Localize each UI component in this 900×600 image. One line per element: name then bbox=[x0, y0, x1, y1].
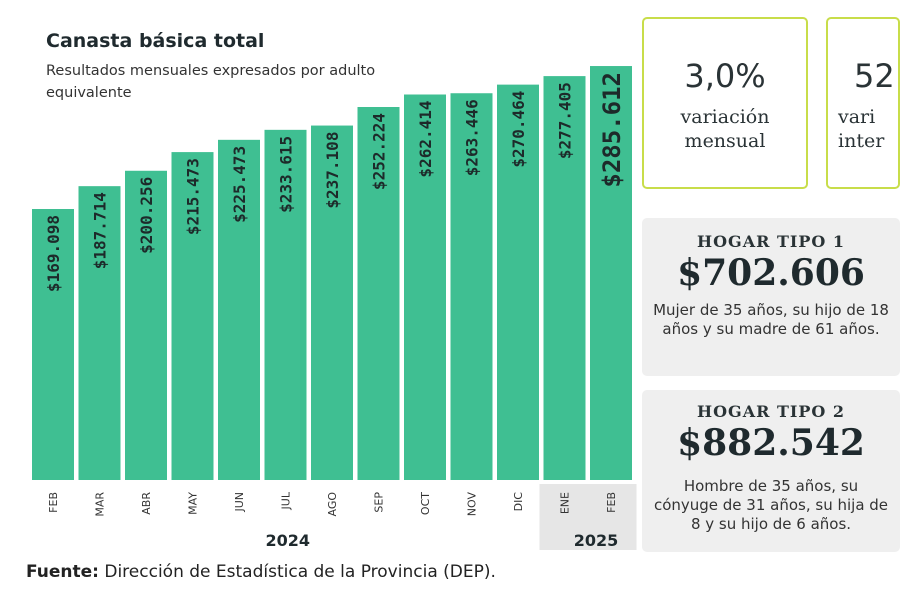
data-label: $285.612 bbox=[598, 72, 626, 188]
kpi-label-line: vari bbox=[838, 106, 876, 128]
year-label: 2024 bbox=[265, 531, 310, 550]
x-tick-label: SEP bbox=[373, 492, 386, 513]
bar-10 bbox=[497, 84, 539, 481]
source-text: Dirección de Estadística de la Provincia… bbox=[98, 562, 496, 582]
chart-title: Canasta básica total bbox=[46, 30, 265, 52]
data-label: $277.405 bbox=[556, 82, 575, 159]
x-tick-label: FEB bbox=[605, 492, 618, 513]
bar-4 bbox=[218, 139, 260, 480]
source-note: Fuente: Dirección de Estadística de la P… bbox=[26, 562, 496, 582]
bar-chart: $169.098 FEB $187.714 MAR $200.256 ABR $215.47… bbox=[32, 66, 637, 550]
data-label: $252.224 bbox=[370, 113, 389, 190]
x-tick-label: AGO bbox=[326, 492, 339, 517]
bar-11 bbox=[543, 76, 586, 481]
kpi-label-line: mensual bbox=[684, 130, 766, 152]
hogar-title: HOGAR TIPO 2 bbox=[696, 402, 846, 421]
kpi-monthly: 3,0% variación mensual bbox=[642, 17, 808, 189]
x-tick-label: DIC bbox=[512, 492, 525, 512]
kpi-label: vari inter bbox=[828, 105, 898, 153]
data-label: $225.473 bbox=[230, 146, 249, 223]
bar-3 bbox=[171, 152, 214, 480]
kpi-value: 52 bbox=[854, 57, 895, 95]
bar-2 bbox=[125, 170, 167, 480]
data-label: $263.446 bbox=[463, 99, 482, 176]
x-tick-label: MAR bbox=[94, 492, 107, 517]
x-tick-label: OCT bbox=[419, 492, 432, 515]
x-tick-label: ABR bbox=[140, 492, 153, 515]
hogar-title: HOGAR TIPO 1 bbox=[696, 232, 846, 251]
kpi-value: 3,0% bbox=[684, 57, 766, 95]
data-label: $200.256 bbox=[137, 177, 156, 254]
x-tick-label: JUN bbox=[233, 492, 246, 513]
kpi-label-line: variación bbox=[680, 106, 770, 128]
kpi-label: variación mensual bbox=[644, 105, 806, 153]
hogar-desc: Hombre de 35 años, su cónyuge de 31 años… bbox=[653, 477, 889, 533]
bar-1 bbox=[78, 186, 121, 480]
x-tick-label: ENE bbox=[559, 492, 572, 514]
bar-9 bbox=[450, 93, 493, 481]
data-label: $215.473 bbox=[184, 158, 203, 235]
data-label: $169.098 bbox=[44, 215, 63, 292]
source-label: Fuente: bbox=[26, 562, 99, 582]
year-label: 2025 bbox=[574, 531, 619, 550]
data-label: $270.464 bbox=[509, 91, 528, 168]
data-label: $237.108 bbox=[323, 132, 342, 209]
year-2025-band bbox=[539, 484, 637, 550]
x-tick-label: MAY bbox=[187, 492, 200, 515]
bar-6 bbox=[311, 125, 353, 480]
x-tick-label: FEB bbox=[47, 492, 60, 513]
kpi-interannual: 52 vari inter bbox=[826, 17, 900, 189]
bar-8 bbox=[404, 94, 446, 480]
data-label: $262.414 bbox=[416, 101, 435, 178]
bar-7 bbox=[357, 107, 400, 480]
x-tick-label: NOV bbox=[466, 492, 479, 517]
x-tick-label: JUL bbox=[280, 491, 293, 510]
hogar-desc: Mujer de 35 años, su hijo de 18 años y s… bbox=[653, 301, 889, 338]
hogar-tipo-1-card: HOGAR TIPO 1 $702.606 Mujer de 35 años, … bbox=[642, 218, 900, 376]
hogar-tipo-2-card: HOGAR TIPO 2 $882.542 Hombre de 35 años,… bbox=[642, 390, 900, 552]
bar-12 bbox=[590, 66, 632, 480]
bar-5 bbox=[264, 129, 307, 480]
data-label: $187.714 bbox=[91, 192, 110, 269]
hogar-price: $702.606 bbox=[677, 252, 865, 294]
data-label: $233.615 bbox=[277, 136, 296, 213]
kpi-label-line: inter bbox=[838, 130, 885, 152]
chart-subtitle: Resultados mensuales expresados por adul… bbox=[46, 63, 376, 101]
hogar-price: $882.542 bbox=[677, 422, 865, 464]
bar-0 bbox=[32, 209, 74, 480]
